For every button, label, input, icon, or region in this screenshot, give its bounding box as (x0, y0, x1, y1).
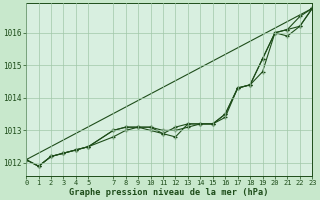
X-axis label: Graphe pression niveau de la mer (hPa): Graphe pression niveau de la mer (hPa) (69, 188, 269, 197)
